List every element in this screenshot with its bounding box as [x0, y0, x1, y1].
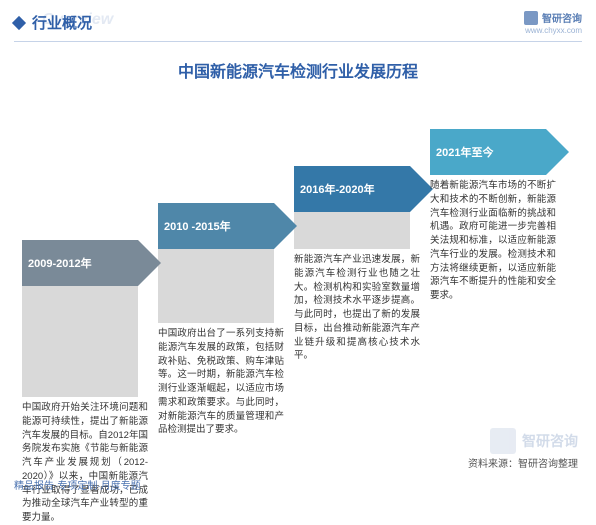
stage-step-block [22, 286, 138, 397]
footer-label: 精品报告·专项定制·月度专题 [14, 477, 141, 492]
section-label: 行业概况 [32, 15, 92, 32]
watermark-text: 智研咨询 [522, 431, 578, 451]
arrow-body [294, 166, 410, 212]
arrow-tip-icon [546, 129, 569, 175]
timeline-stage: 2010 -2015年中国政府出台了一系列支持新能源汽车发展的政策，包括财政补贴… [158, 203, 288, 437]
arrow-body [22, 240, 138, 286]
watermark-logo-icon [490, 428, 516, 454]
brand-logo-icon [524, 11, 538, 25]
stage-step-block [294, 212, 410, 249]
stage-arrow: 2010 -2015年 [158, 203, 288, 249]
header-left: 行业概况 Overview [14, 12, 92, 33]
stage-body-text: 中国政府开始关注环境问题和能源可持续性，提出了新能源汽车发展的目标。自2012年… [22, 401, 152, 525]
timeline-stage: 2016年-2020年新能源汽车产业迅速发展，新能源汽车检测行业也随之壮大。检测… [294, 166, 424, 363]
timeline: 2009-2012年中国政府开始关注环境问题和能源可持续性，提出了新能源汽车发展… [0, 92, 596, 462]
diamond-icon [12, 15, 26, 29]
watermark: 智研咨询 [490, 428, 578, 454]
stage-arrow: 2009-2012年 [22, 240, 152, 286]
header: 行业概况 Overview 智研咨询 www.chyxx.com [0, 0, 596, 39]
header-right: 智研咨询 www.chyxx.com [524, 10, 582, 35]
header-divider [14, 41, 582, 42]
brand-line: 智研咨询 [524, 10, 582, 25]
arrow-body [430, 129, 546, 175]
stage-step-block [158, 249, 274, 323]
timeline-stage: 2021年至今随着新能源汽车市场的不断扩大和技术的不断创新，新能源汽车检测行业面… [430, 129, 560, 303]
arrow-body [158, 203, 274, 249]
stage-body-text: 随着新能源汽车市场的不断扩大和技术的不断创新，新能源汽车检测行业面临新的挑战和机… [430, 179, 560, 303]
section-title: 行业概况 Overview [32, 12, 92, 33]
brand-url: www.chyxx.com [524, 26, 582, 35]
stage-arrow: 2021年至今 [430, 129, 560, 175]
stage-body-text: 新能源汽车产业迅速发展，新能源汽车检测行业也随之壮大。检测机构和实验室数量增加，… [294, 253, 424, 363]
stage-arrow: 2016年-2020年 [294, 166, 424, 212]
source-label: 资料来源：智研咨询整理 [468, 455, 578, 470]
stage-body-text: 中国政府出台了一系列支持新能源汽车发展的政策，包括财政补贴、免税政策、购车津贴等… [158, 327, 288, 437]
main-title: 中国新能源汽车检测行业发展历程 [0, 58, 596, 82]
brand-text: 智研咨询 [542, 10, 582, 25]
